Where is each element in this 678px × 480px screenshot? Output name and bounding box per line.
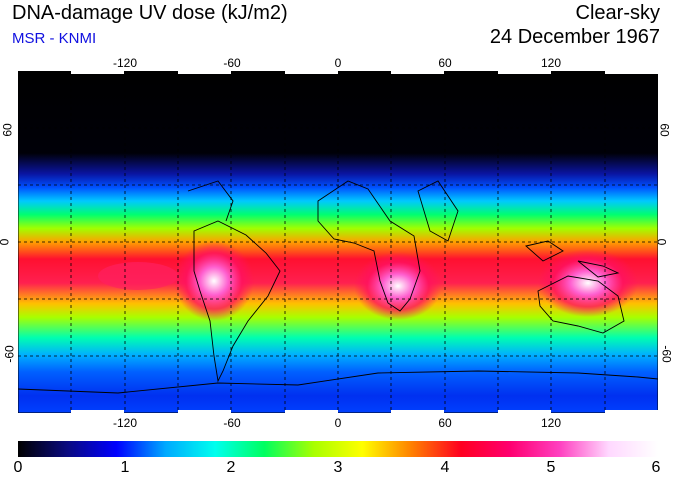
uv-dose-map — [18, 71, 658, 413]
colorbar — [18, 441, 658, 457]
colorbar-label: 6 — [651, 459, 661, 476]
lat-tick-left: 60 — [0, 123, 15, 137]
colorbar-label: 3 — [333, 459, 343, 476]
colorbar-label: 5 — [546, 459, 556, 476]
lon-tick-bottom: -60 — [223, 416, 241, 430]
lon-tick-top: -60 — [223, 56, 241, 70]
colorbar-label: 1 — [120, 459, 130, 476]
source-label: MSR - KNMI — [12, 30, 97, 47]
lon-tick-bottom: 0 — [334, 416, 342, 430]
map-title: DNA-damage UV dose (kJ/m2) — [12, 2, 288, 24]
lon-tick-bottom: 120 — [540, 416, 562, 430]
lat-tick-right: 60 — [657, 123, 672, 137]
lon-tick-top: 60 — [438, 56, 452, 70]
sky-condition-label: Clear-sky — [575, 2, 660, 24]
hotspot-australia — [538, 249, 638, 317]
lat-tick-left: -60 — [2, 345, 17, 363]
colorbar-label: 0 — [13, 459, 23, 476]
lon-tick-top: 0 — [334, 56, 342, 70]
map-frame-ticks — [71, 71, 658, 413]
lon-tick-top: 120 — [540, 56, 562, 70]
coastlines — [18, 180, 658, 394]
graticule — [18, 71, 658, 413]
lon-tick-top: -120 — [112, 56, 138, 70]
lon-tick-bottom: 60 — [438, 416, 452, 430]
colorbar-label: 4 — [440, 459, 450, 476]
date-label: 24 December 1967 — [489, 26, 660, 48]
lat-tick-left: 0 — [0, 239, 11, 246]
colorbar-label: 2 — [226, 459, 236, 476]
lat-tick-right: -60 — [659, 345, 674, 363]
lon-tick-bottom: -120 — [112, 416, 138, 430]
hotspot-south-america — [174, 241, 254, 321]
